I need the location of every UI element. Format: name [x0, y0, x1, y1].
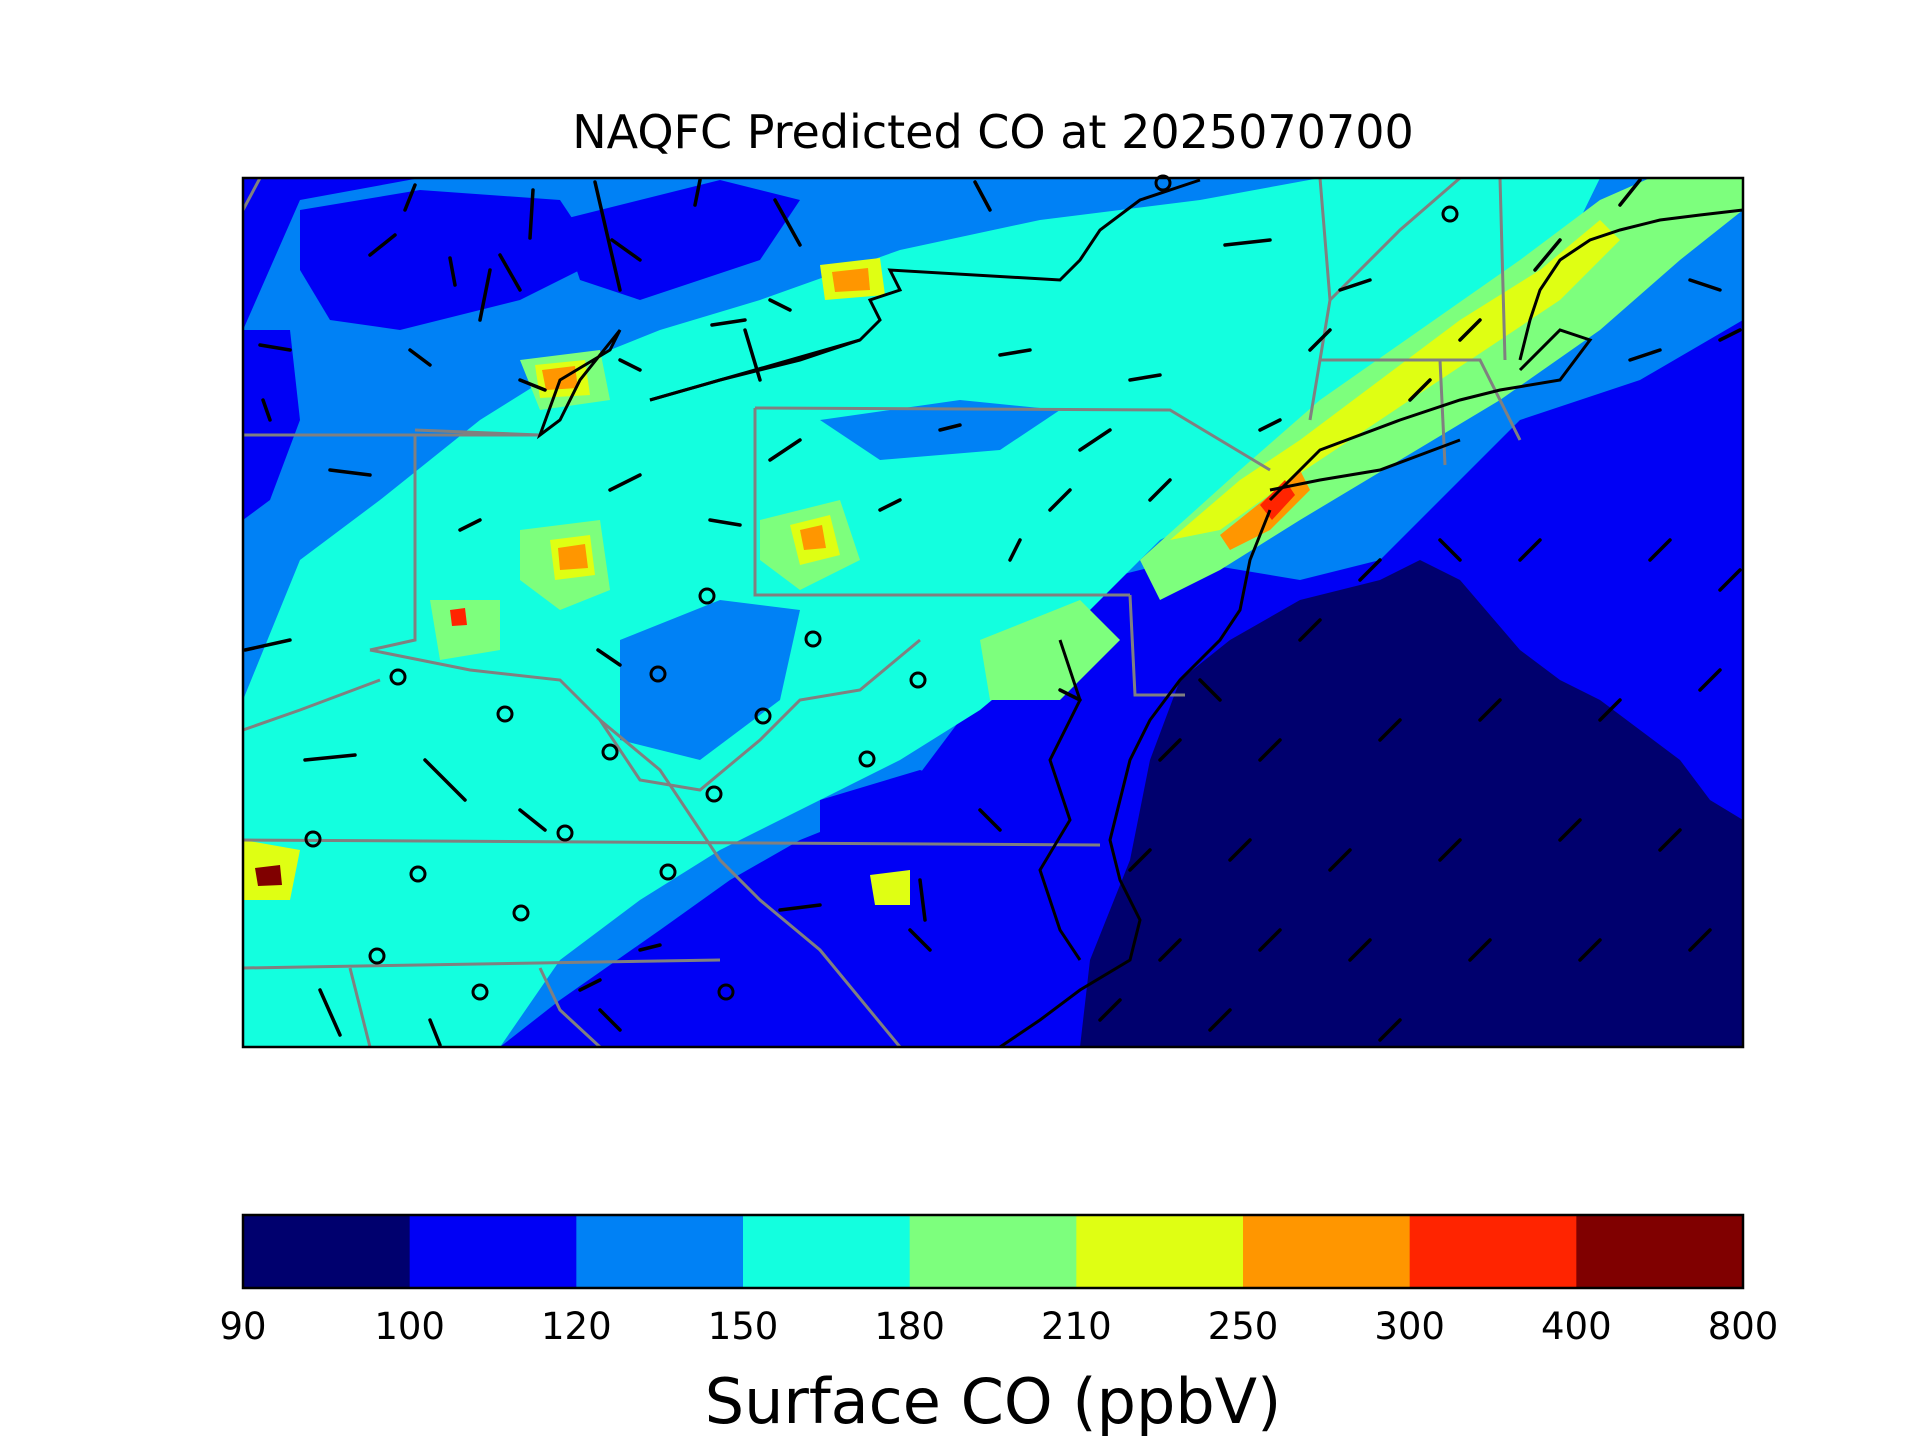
colorbar-tick-label: 100 — [374, 1305, 445, 1348]
co-band-180-210-mid — [980, 600, 1120, 700]
co-pocket-120-150-wv — [620, 600, 800, 760]
state-borders — [243, 178, 1522, 1047]
co-band-300-400-oh — [450, 608, 467, 626]
colorbar-block — [743, 1215, 911, 1288]
co-band-250-300-ont — [832, 268, 870, 292]
co-band-210-250-corridor — [1170, 220, 1620, 540]
co-concentration-field — [243, 178, 1743, 1047]
colorbar-tick-label: 210 — [1041, 1305, 1112, 1348]
map-frame — [241, 176, 1745, 1049]
colorbar-frame — [241, 1213, 1745, 1290]
co-pocket-100-120-west — [243, 330, 300, 520]
calm-wind-circles — [304, 174, 1459, 1001]
co-band-250-300-oh — [558, 544, 588, 570]
co-band-250-300-pa — [800, 525, 826, 550]
colorbar-tick-label: 250 — [1207, 1305, 1279, 1348]
colorbar-tick-label: 90 — [219, 1305, 267, 1348]
colorbar-block — [243, 1215, 411, 1288]
wind-barbs — [243, 178, 1742, 1047]
colorbar — [241, 1213, 1745, 1290]
colorbar-tick-label: 400 — [1541, 1305, 1612, 1348]
co-band-250-300-ny — [542, 366, 578, 390]
co-band-400-800-ky — [255, 865, 282, 886]
co-band-210-250-nc — [870, 870, 910, 905]
colorbar-block — [909, 1215, 1077, 1288]
colorbar-blocks — [243, 1215, 1744, 1288]
colorbar-tick-label: 180 — [874, 1305, 945, 1348]
colorbar-tick-label: 120 — [541, 1305, 612, 1348]
colorbar-block — [409, 1215, 577, 1288]
co-band-100-120-nc — [820, 770, 980, 860]
colorbar-tick-label: 300 — [1374, 1305, 1445, 1348]
co-pocket-100-120-lake — [560, 180, 800, 300]
colorbar-block — [1409, 1215, 1577, 1288]
colorbar-tick-label: 150 — [707, 1305, 779, 1348]
co-band-90-100-ocean — [1080, 560, 1743, 1047]
colorbar-tick-label: 800 — [1707, 1305, 1779, 1348]
colorbar-block — [576, 1215, 744, 1288]
map-title: NAQFC Predicted CO at 2025070700 — [572, 105, 1414, 159]
colorbar-block — [1243, 1215, 1411, 1288]
colorbar-label: Surface CO (ppbV) — [704, 1365, 1282, 1438]
co-band-180-210-ky — [430, 600, 500, 660]
colorbar-block — [1076, 1215, 1244, 1288]
colorbar-block — [1576, 1215, 1744, 1288]
